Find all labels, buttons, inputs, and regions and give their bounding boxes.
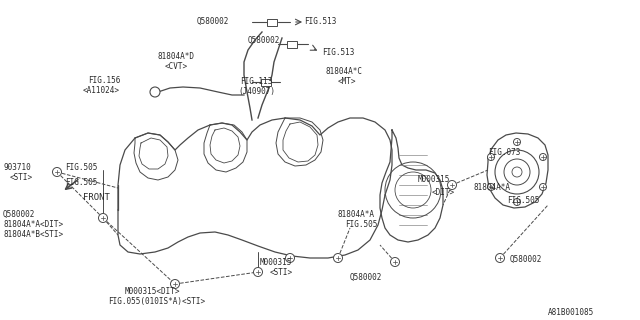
Text: 81804A*A: 81804A*A [338, 210, 375, 219]
Text: Q580002: Q580002 [197, 17, 229, 26]
Circle shape [495, 253, 504, 262]
Text: FIG.505: FIG.505 [65, 178, 97, 187]
Text: Q580002: Q580002 [3, 210, 35, 219]
Polygon shape [118, 118, 392, 258]
Circle shape [170, 279, 179, 289]
Text: 81804A*C: 81804A*C [326, 67, 363, 76]
Text: Q580002: Q580002 [248, 36, 280, 45]
Polygon shape [487, 133, 548, 208]
Circle shape [285, 253, 294, 262]
Circle shape [253, 268, 262, 276]
Circle shape [513, 198, 520, 205]
Text: M000315: M000315 [418, 175, 451, 184]
Text: <MT>: <MT> [338, 77, 356, 86]
Text: FIG.513: FIG.513 [322, 48, 355, 57]
Text: FIG.073: FIG.073 [488, 148, 520, 157]
Circle shape [540, 183, 547, 190]
Text: 903710: 903710 [3, 163, 31, 172]
Circle shape [390, 258, 399, 267]
Circle shape [447, 180, 456, 189]
Text: M000315<DIT>: M000315<DIT> [125, 287, 180, 296]
Text: Q580002: Q580002 [510, 255, 542, 264]
Bar [287, 41, 297, 47]
Text: 81804A*A<DIT>: 81804A*A<DIT> [3, 220, 63, 229]
Text: <DIT>: <DIT> [432, 188, 455, 197]
Text: 81804A*A: 81804A*A [474, 183, 511, 192]
Circle shape [52, 167, 61, 177]
Text: FIG.505: FIG.505 [345, 220, 378, 229]
Circle shape [488, 154, 495, 161]
Text: (J40907): (J40907) [238, 87, 275, 96]
Polygon shape [380, 130, 443, 242]
Text: FIG.055(010IS*A)<STI>: FIG.055(010IS*A)<STI> [108, 297, 205, 306]
Text: Q580002: Q580002 [350, 273, 382, 282]
Text: M000315: M000315 [260, 258, 292, 267]
Text: 81804A*B<STI>: 81804A*B<STI> [3, 230, 63, 239]
Text: FRONT: FRONT [83, 193, 110, 202]
Circle shape [333, 253, 342, 262]
Bar [261, 78, 271, 85]
Text: <CVT>: <CVT> [165, 62, 188, 71]
Circle shape [488, 183, 495, 190]
Text: FIG.505: FIG.505 [65, 163, 97, 172]
Text: FIG.156: FIG.156 [88, 76, 120, 85]
Circle shape [513, 139, 520, 146]
Text: A81B001085: A81B001085 [548, 308, 595, 317]
Text: FIG.505: FIG.505 [507, 196, 540, 205]
Circle shape [150, 87, 160, 97]
Text: FIG.513: FIG.513 [304, 17, 337, 26]
Text: FIG.113: FIG.113 [240, 77, 273, 86]
Text: <STI>: <STI> [10, 173, 33, 182]
Text: <STI>: <STI> [270, 268, 293, 277]
Bar [267, 19, 277, 26]
Text: <A11024>: <A11024> [83, 86, 120, 95]
Circle shape [99, 213, 108, 222]
Circle shape [540, 154, 547, 161]
Text: 81804A*D: 81804A*D [158, 52, 195, 61]
